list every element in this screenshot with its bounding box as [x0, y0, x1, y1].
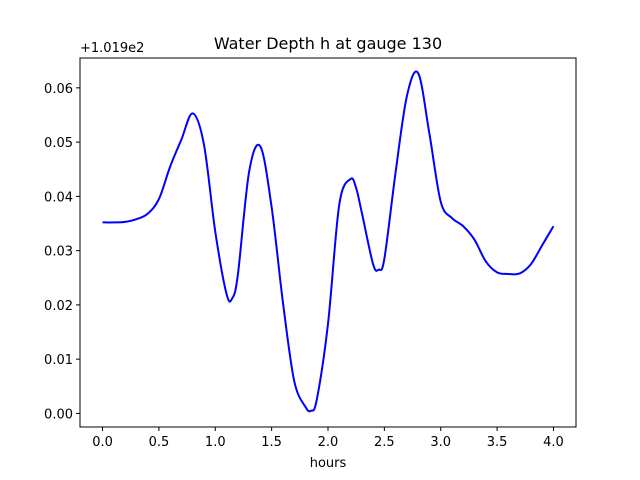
y-offset-label: +1.019e2	[80, 41, 144, 56]
plot-area	[102, 70, 555, 413]
x-tick-label: 1.5	[261, 435, 282, 450]
x-tick-label: 2.0	[318, 435, 339, 450]
x-tick-label: 0.5	[149, 435, 170, 450]
x-tick-label: 2.5	[374, 435, 395, 450]
y-tick-label: 0.00	[44, 407, 73, 422]
y-tick-label: 0.04	[44, 190, 73, 205]
x-tick-label: 3.5	[487, 435, 508, 450]
x-axis-label: hours	[310, 456, 347, 471]
y-tick-label: 0.03	[44, 245, 73, 260]
x-tick-label: 0.0	[92, 435, 113, 450]
x-tick-label: 4.0	[543, 435, 564, 450]
y-tick-label: 0.05	[44, 136, 73, 151]
y-tick-label: 0.06	[44, 82, 73, 97]
y-tick-label: 0.02	[44, 299, 73, 314]
chart-title: Water Depth h at gauge 130	[214, 34, 442, 53]
y-tick-label: 0.01	[44, 353, 73, 368]
x-tick-label: 3.0	[430, 435, 451, 450]
water-depth-line	[102, 70, 555, 413]
x-tick-label: 1.0	[205, 435, 226, 450]
